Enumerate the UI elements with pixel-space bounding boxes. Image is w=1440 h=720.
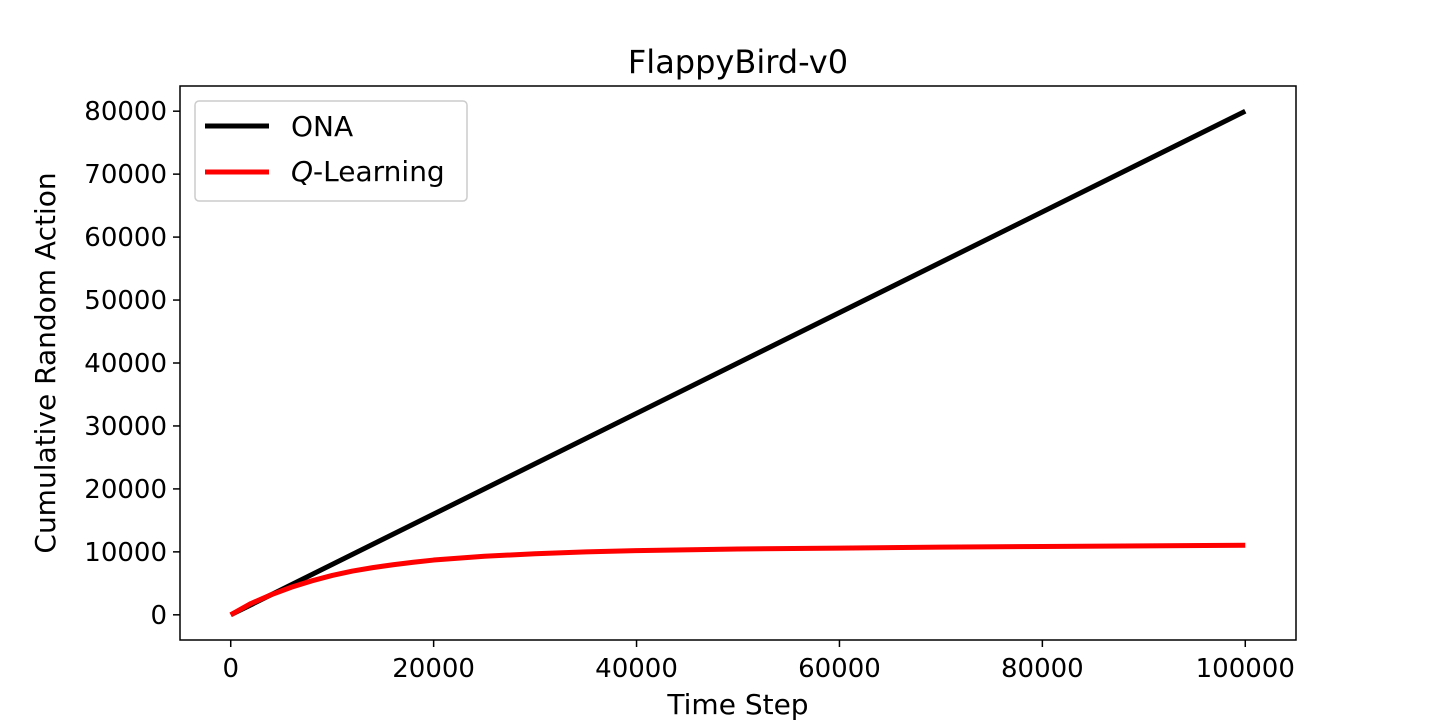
x-tick-label: 0 [222, 654, 239, 684]
x-tick-label: 100000 [1196, 654, 1295, 684]
series-line-q-learning [229, 542, 1246, 618]
y-axis-label: Cumulative Random Action [29, 172, 62, 553]
y-tick-label: 50000 [84, 286, 167, 316]
x-axis-label: Time Step [666, 688, 808, 720]
y-tick-label: 20000 [84, 475, 167, 505]
y-tick-label: 40000 [84, 349, 167, 379]
y-axis-ticks: 0 10000 20000 30000 40000 50000 60000 70000 8000… [84, 97, 180, 631]
x-tick-label: 20000 [392, 654, 475, 684]
y-tick-label: 10000 [84, 538, 167, 568]
x-tick-label: 80000 [1001, 654, 1084, 684]
y-tick-label: 70000 [84, 160, 167, 190]
y-tick-label: 30000 [84, 412, 167, 442]
plot-lines [229, 108, 1247, 618]
legend-label-q-learning: Q-Learning [291, 155, 445, 188]
legend-label-ona: ONA [291, 110, 353, 143]
series-line-ona [229, 108, 1247, 618]
x-tick-label: 40000 [595, 654, 678, 684]
y-tick-label: 60000 [84, 223, 167, 253]
legend: ONA Q-Learning [194, 100, 468, 202]
x-tick-label: 60000 [798, 654, 881, 684]
y-tick-label: 80000 [84, 97, 167, 127]
y-tick-label: 0 [150, 601, 167, 631]
chart-title: FlappyBird-v0 [628, 43, 848, 81]
x-axis-ticks: 0 20000 40000 60000 80000 100000 [222, 640, 1295, 684]
